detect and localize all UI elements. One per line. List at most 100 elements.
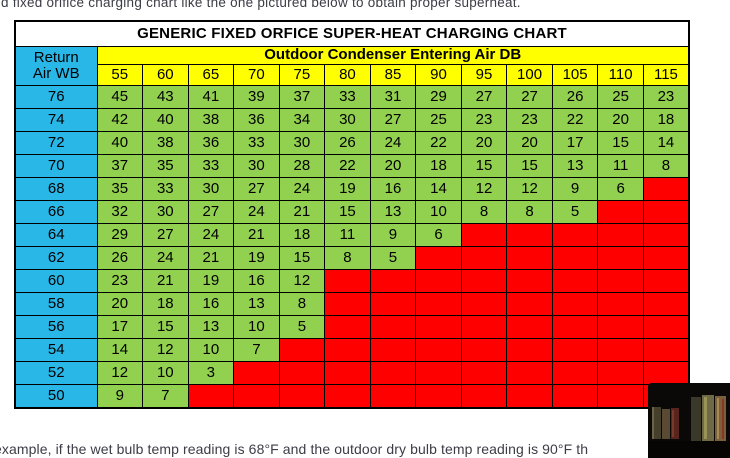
empty-cell (506, 223, 553, 247)
empty-cell (415, 246, 462, 270)
superheat-value-cell: 14 (415, 177, 462, 201)
superheat-value-cell: 27 (187, 200, 235, 224)
superheat-value-cell: 21 (278, 200, 326, 224)
superheat-value-cell: 20 (96, 292, 144, 316)
empty-cell (324, 384, 371, 409)
superheat-value-cell: 30 (278, 131, 326, 155)
superheat-value-cell: 18 (142, 292, 189, 316)
return-air-wb-cell: 74 (14, 108, 98, 132)
chart-title: GENERIC FIXED ORFICE SUPER-HEAT CHARGING… (14, 20, 690, 47)
empty-cell (460, 292, 508, 316)
superheat-value-cell: 26 (96, 246, 144, 270)
empty-cell (597, 223, 644, 247)
superheat-value-cell: 12 (506, 177, 553, 201)
return-air-wb-cell: 72 (14, 131, 98, 155)
empty-cell (415, 384, 462, 409)
superheat-value-cell: 37 (96, 154, 144, 178)
superheat-value-cell: 35 (142, 154, 189, 178)
superheat-value-cell: 21 (142, 269, 189, 293)
empty-cell (506, 269, 553, 293)
return-air-wb-cell: 62 (14, 246, 98, 270)
return-air-wb-cell: 76 (14, 85, 98, 109)
empty-cell (506, 384, 553, 409)
empty-cell (324, 361, 371, 385)
table-row: 60 23 21 19 16 12 (14, 269, 690, 293)
return-air-wb-cell: 56 (14, 315, 98, 339)
superheat-value-cell: 27 (369, 108, 417, 132)
return-air-wb-cell: 54 (14, 338, 98, 362)
superheat-value-cell: 16 (233, 269, 280, 293)
superheat-value-cell: 35 (96, 177, 144, 201)
column-header: 70 (233, 64, 280, 86)
empty-cell (597, 246, 644, 270)
empty-cell (324, 292, 371, 316)
video-inset (648, 383, 730, 458)
superheat-value-cell: 12 (278, 269, 326, 293)
empty-cell (369, 292, 417, 316)
superheat-value-cell: 10 (187, 338, 235, 362)
superheat-value-cell: 20 (597, 108, 644, 132)
empty-cell (506, 361, 553, 385)
title-row: GENERIC FIXED ORFICE SUPER-HEAT CHARGING… (14, 20, 690, 47)
superheat-value-cell: 23 (96, 269, 144, 293)
superheat-value-cell: 12 (460, 177, 508, 201)
superheat-value-cell: 26 (324, 131, 371, 155)
table-row: 66 32 30 27 24 21 15 13 10 8 8 5 (14, 200, 690, 224)
superheat-value-cell: 37 (278, 85, 326, 109)
superheat-value-cell: 39 (233, 85, 280, 109)
table-row: 74 42 40 38 36 34 30 27 25 23 23 22 20 18 (14, 108, 690, 132)
superheat-value-cell: 13 (551, 154, 599, 178)
superheat-value-cell: 6 (597, 177, 644, 201)
superheat-value-cell: 5 (369, 246, 417, 270)
return-air-wb-cell: 58 (14, 292, 98, 316)
superheat-value-cell: 29 (96, 223, 144, 247)
empty-cell (460, 246, 508, 270)
superheat-value-cell: 21 (233, 223, 280, 247)
superheat-value-cell: 15 (597, 131, 644, 155)
row-group-header-line1: Return (33, 48, 79, 66)
empty-cell (460, 361, 508, 385)
return-air-wb-cell: 68 (14, 177, 98, 201)
superheat-value-cell: 24 (369, 131, 417, 155)
superheat-value-cell: 15 (324, 200, 371, 224)
superheat-value-cell: 8 (506, 200, 553, 224)
superheat-value-cell: 30 (142, 200, 189, 224)
empty-cell (642, 200, 690, 224)
superheat-value-cell: 27 (142, 223, 189, 247)
superheat-value-cell: 19 (233, 246, 280, 270)
superheat-value-cell: 30 (187, 177, 235, 201)
superheat-value-cell: 8 (278, 292, 326, 316)
superheat-value-cell: 21 (187, 246, 235, 270)
superheat-value-cell: 22 (415, 131, 462, 155)
empty-cell (551, 223, 599, 247)
column-header: 80 (324, 64, 371, 86)
superheat-value-cell: 29 (415, 85, 462, 109)
empty-cell (551, 246, 599, 270)
superheat-value-cell: 27 (233, 177, 280, 201)
superheat-value-cell: 16 (369, 177, 417, 201)
caption-text: example, if the wet bulb temp reading is… (0, 441, 589, 457)
table-row: 56 17 15 13 10 5 (14, 315, 690, 339)
superheat-value-cell: 20 (460, 131, 508, 155)
superheat-value-cell: 9 (551, 177, 599, 201)
superheat-value-cell: 33 (324, 85, 371, 109)
empty-cell (597, 338, 644, 362)
superheat-value-cell: 3 (187, 361, 235, 385)
superheat-value-cell: 10 (142, 361, 189, 385)
superheat-value-cell: 12 (96, 361, 144, 385)
row-group-header-line2: Air WB (32, 65, 80, 82)
empty-cell (369, 315, 417, 339)
empty-cell (278, 338, 326, 362)
return-air-wb-cell: 60 (14, 269, 98, 293)
superheat-value-cell: 8 (324, 246, 371, 270)
group-header-row: Return Air WB Outdoor Condenser Entering… (14, 46, 690, 86)
superheat-value-cell: 10 (415, 200, 462, 224)
superheat-value-cell: 33 (233, 131, 280, 155)
empty-cell (597, 315, 644, 339)
table-row: 58 20 18 16 13 8 (14, 292, 690, 316)
superheat-value-cell: 14 (96, 338, 144, 362)
superheat-value-cell: 26 (551, 85, 599, 109)
empty-cell (597, 384, 644, 409)
table-row: 54 14 12 10 7 (14, 338, 690, 362)
empty-cell (642, 223, 690, 247)
